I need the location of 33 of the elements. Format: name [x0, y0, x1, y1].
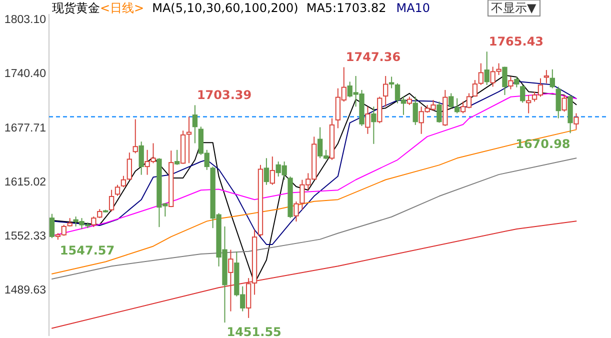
- y-tick-label: 1552.33: [4, 230, 46, 243]
- candlestick: [484, 51, 490, 86]
- candlestick: [544, 70, 550, 84]
- candlestick: [228, 249, 234, 312]
- line-series: [51, 158, 577, 280]
- candlestick: [556, 86, 561, 119]
- candlestick: [502, 66, 508, 96]
- candlestick: [383, 75, 388, 108]
- y-tick-label: 1489.63: [4, 284, 46, 297]
- y-tick-label: 1740.40: [4, 68, 46, 80]
- y-tick-label: 1803.10: [4, 14, 46, 26]
- y-tick-label: 1677.71: [4, 122, 46, 134]
- candlestick: [412, 96, 418, 126]
- line-series: [51, 129, 577, 274]
- annotation: 1703.39: [196, 88, 252, 102]
- annotation: 1670.98: [516, 137, 570, 152]
- line-series: [51, 220, 577, 329]
- annotation: MA(5,10,30,60,100,200): [152, 1, 298, 15]
- annotation: 1765.43: [488, 34, 544, 49]
- chart-title: 现货黄金: [52, 1, 100, 15]
- annotation: 1747.36: [346, 50, 401, 64]
- candlestick: [371, 106, 376, 144]
- candlestick: [138, 141, 144, 176]
- y-tick-label: 1615.02: [4, 176, 46, 188]
- annotation: 1451.55: [226, 325, 282, 338]
- annotation: 不显示▼: [491, 1, 537, 15]
- candlestick: [514, 76, 520, 88]
- chart-subtitle: <日线>: [100, 1, 144, 15]
- text: MA10: [396, 1, 430, 15]
- annotation: 1547.57: [60, 244, 115, 258]
- text: MA5:1703.82: [306, 1, 386, 15]
- candlestick: [192, 104, 198, 144]
- candlestick: [264, 158, 270, 186]
